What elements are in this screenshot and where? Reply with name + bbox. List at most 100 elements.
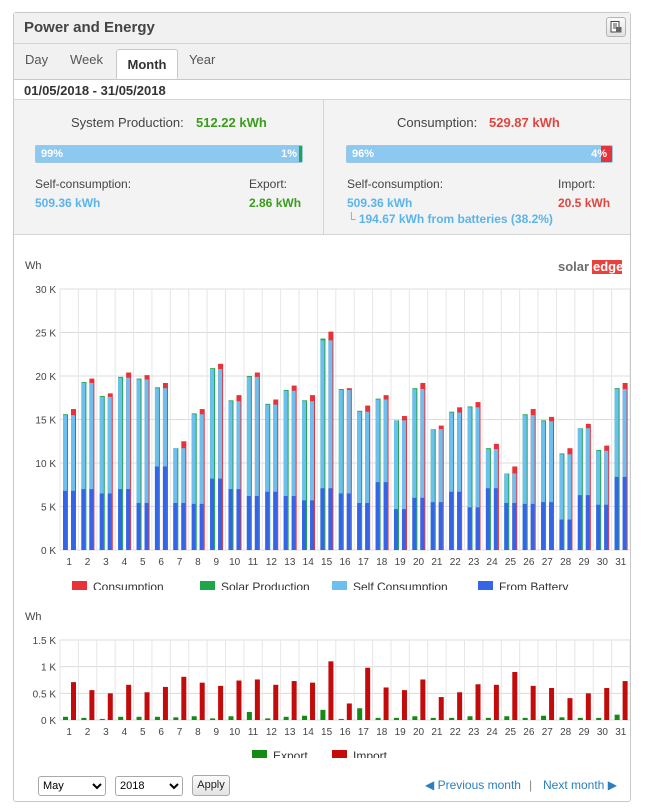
import-bar-segment xyxy=(601,146,612,162)
bar-self-consumption xyxy=(236,401,241,550)
tab-year[interactable]: Year xyxy=(189,52,216,67)
bar-self-consumption xyxy=(302,401,307,550)
x-tick-label: 25 xyxy=(505,727,517,738)
bar-self-consumption xyxy=(467,407,472,550)
bar-self-consumption xyxy=(449,412,454,550)
tab-day[interactable]: Day xyxy=(25,52,49,67)
bar-from-battery xyxy=(99,493,104,550)
bar-self-consumption xyxy=(126,377,131,550)
bar-from-battery xyxy=(89,489,94,550)
bar-self-consumption xyxy=(63,415,67,550)
nav-divider: | xyxy=(529,778,533,792)
bar-self-consumption xyxy=(596,450,601,550)
y-tick-label: 1.5 K xyxy=(33,636,57,647)
panel-header: Power and Energy xyxy=(14,13,630,44)
x-tick-label: 29 xyxy=(578,727,590,738)
bar-self-consumption xyxy=(420,389,425,550)
x-tick-label: 29 xyxy=(578,557,590,568)
bar-from-battery xyxy=(154,466,159,550)
bar-import xyxy=(199,682,205,720)
x-tick-label: 14 xyxy=(303,557,315,568)
bar-export xyxy=(246,712,252,720)
x-tick-label: 11 xyxy=(248,727,259,738)
bar-import xyxy=(457,692,463,720)
bar-from-battery xyxy=(310,500,315,550)
bar-self-consumption xyxy=(273,404,278,550)
legend-swatch xyxy=(72,581,87,590)
bar-from-battery xyxy=(246,496,251,550)
bar-self-consumption xyxy=(393,420,398,550)
bar-self-consumption xyxy=(438,429,443,550)
x-tick-label: 17 xyxy=(358,557,370,568)
bar-from-battery xyxy=(438,502,443,550)
bar-from-battery xyxy=(457,491,462,550)
bar-import xyxy=(328,661,334,720)
bar-from-battery xyxy=(393,509,398,550)
next-month-link[interactable]: Next month ▶ xyxy=(543,778,617,792)
bar-self-consumption xyxy=(346,389,351,550)
bar-self-consumption xyxy=(71,415,75,550)
x-tick-label: 5 xyxy=(140,557,146,568)
y-tick-label: 25 K xyxy=(35,329,56,340)
consumption-title: Consumption: xyxy=(397,115,478,130)
bar-from-battery xyxy=(383,482,388,550)
apply-button[interactable]: Apply xyxy=(192,775,230,796)
year-select[interactable]: 2018 xyxy=(115,776,183,796)
bar-self-consumption xyxy=(412,389,417,550)
bar-import xyxy=(126,684,132,720)
tab-week[interactable]: Week xyxy=(70,52,103,67)
bar-from-battery xyxy=(173,503,178,550)
x-tick-label: 30 xyxy=(597,727,609,738)
power-energy-panel: Power and Energy Day Week Month Year 01/… xyxy=(13,12,631,802)
bar-from-battery xyxy=(291,496,296,550)
bar-from-battery xyxy=(567,519,572,550)
bar-self-consumption xyxy=(99,396,104,550)
bar-from-battery xyxy=(273,491,278,550)
bar-from-battery xyxy=(604,504,609,550)
x-tick-label: 25 xyxy=(505,557,517,568)
bar-import xyxy=(71,682,76,720)
bar-from-battery xyxy=(467,507,472,550)
import-label: Import: xyxy=(558,177,596,191)
bar-export xyxy=(485,717,491,720)
export-button[interactable] xyxy=(606,17,626,37)
bar-self-consumption xyxy=(144,379,149,550)
x-tick-label: 7 xyxy=(177,727,183,738)
legend-swatch xyxy=(478,581,493,590)
x-tick-label: 2 xyxy=(85,727,91,738)
bar-self-consumption xyxy=(522,415,527,550)
tab-month[interactable]: Month xyxy=(116,49,178,79)
production-self-pct: 99% xyxy=(41,148,64,160)
bar-self-consumption xyxy=(530,415,535,550)
bar-self-consumption xyxy=(320,340,325,550)
bar-self-consumption xyxy=(246,376,251,550)
bar-export xyxy=(118,716,124,720)
x-tick-label: 7 xyxy=(177,557,183,568)
bar-from-battery xyxy=(485,488,490,550)
consumption-bar: 96% 4% xyxy=(346,145,613,163)
chevron-left-icon: ◀ xyxy=(425,778,435,792)
bar-from-battery xyxy=(449,491,454,550)
x-tick-label: 16 xyxy=(339,727,351,738)
bar-import xyxy=(254,679,260,720)
month-select[interactable]: May xyxy=(38,776,106,796)
bar-self-consumption xyxy=(475,407,480,550)
chevron-right-icon: ▶ xyxy=(607,778,617,792)
bar-export xyxy=(614,714,620,720)
x-tick-label: 3 xyxy=(103,557,109,568)
legend-label: Export xyxy=(273,749,308,758)
y-tick-label: 0.5 K xyxy=(33,689,57,700)
x-tick-label: 1 xyxy=(66,557,72,568)
bar-from-battery xyxy=(136,503,141,550)
bar-from-battery xyxy=(614,476,619,550)
period-tabs: Day Week Month Year xyxy=(14,44,630,80)
consumption-import-pct: 4% xyxy=(591,148,607,160)
x-tick-label: 31 xyxy=(615,727,627,738)
bar-from-battery xyxy=(254,496,259,550)
bar-export xyxy=(504,716,510,720)
bar-export xyxy=(338,718,344,720)
x-tick-label: 24 xyxy=(487,727,499,738)
bar-import xyxy=(107,693,113,720)
previous-month-link[interactable]: ◀ Previous month xyxy=(425,778,521,792)
y-tick-label: 1 K xyxy=(41,663,56,674)
